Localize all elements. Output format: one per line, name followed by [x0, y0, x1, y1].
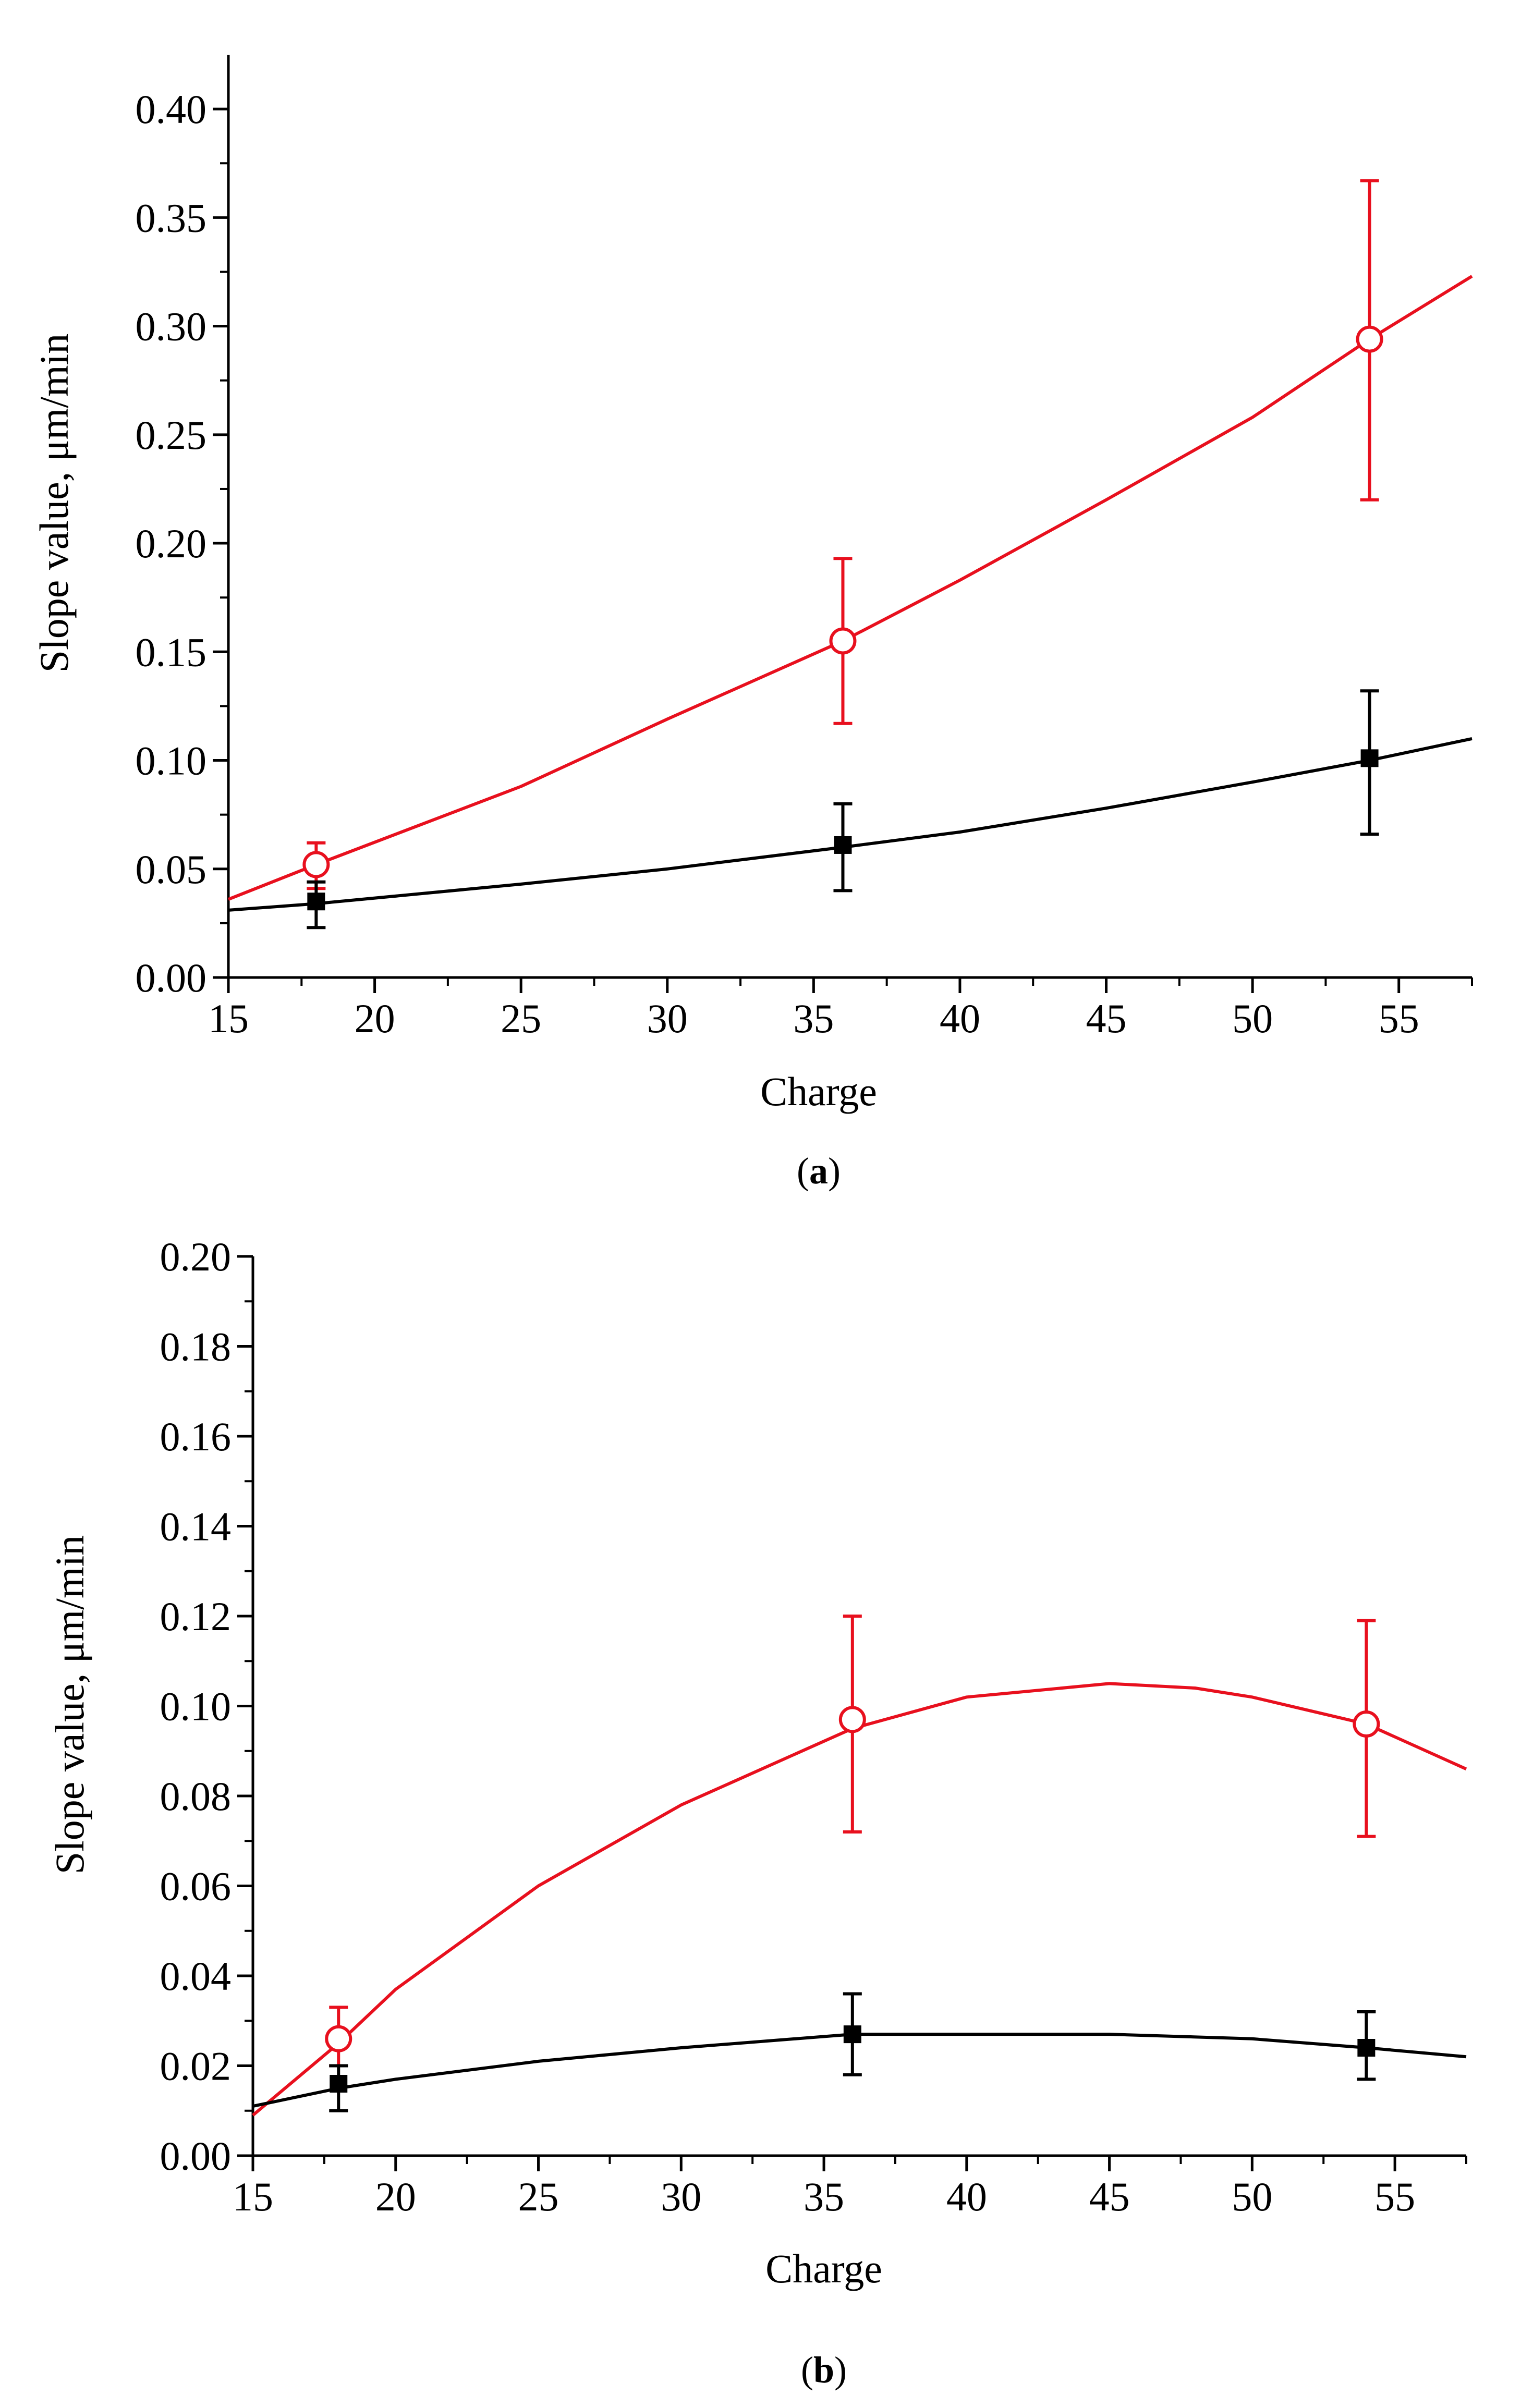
x-tick-label: 25: [518, 2174, 559, 2219]
y-tick-label: 0.20: [136, 521, 207, 566]
series-points: [302, 179, 1383, 890]
y-tick-label: 0.15: [136, 629, 207, 675]
x-tick-label: 15: [208, 996, 249, 1041]
figure-caption: (a): [797, 1150, 841, 1192]
data-point-circle: [1353, 1710, 1380, 1738]
y-tick-label: 0.14: [160, 1504, 232, 1549]
y-tick-label: 0.10: [160, 1684, 232, 1729]
x-tick-label: 20: [355, 996, 395, 1041]
fit-line: [227, 275, 1473, 901]
caption-letter: a: [809, 1150, 828, 1192]
data-point-square: [1357, 2039, 1376, 2057]
y-tick-label: 0.40: [136, 87, 207, 132]
x-tick-label: 55: [1374, 2174, 1415, 2219]
x-tick-label: 20: [375, 2174, 416, 2219]
y-tick-label: 0.30: [136, 304, 207, 349]
x-tick-label: 35: [793, 996, 834, 1041]
y-tick-label: 0.10: [136, 738, 207, 784]
series-points: [307, 689, 1379, 930]
y-tick-label: 0.35: [136, 195, 207, 240]
data-point-square: [307, 893, 325, 911]
fit-line: [228, 737, 1473, 912]
y-tick-label: 0.05: [136, 847, 207, 892]
x-tick-label: 15: [233, 2174, 273, 2219]
y-tick-label: 0.18: [160, 1324, 232, 1370]
y-axis-title: Slope value, μm/min: [31, 334, 77, 673]
y-axis-title: Slope value, μm/min: [47, 1535, 92, 1875]
data-point-circle: [829, 627, 857, 655]
y-tick-label: 0.00: [136, 955, 207, 1000]
chart-b: 15 20 25 30 35 40 45 50 55 0.00 0.02 0.04 0.06 0.08 0.…: [47, 1234, 1467, 2391]
y-tick-label: 0.00: [160, 2133, 232, 2179]
x-tick-label: 35: [804, 2174, 844, 2219]
data-point-circle: [302, 851, 330, 878]
series-open-circle: [252, 1682, 1467, 2117]
x-axis-title: Charge: [765, 2246, 882, 2291]
x-tick-label: 30: [647, 996, 688, 1041]
caption-letter: b: [813, 2349, 834, 2391]
x-tick-label: 50: [1232, 996, 1273, 1041]
series-points: [325, 1615, 1380, 2068]
data-point-circle: [838, 1706, 866, 1733]
y-tick-label: 0.04: [160, 1953, 232, 1999]
data-point-square: [1360, 749, 1379, 767]
chart-a: 15 20 25 30 35 40 45 50 55 0.00 0.05 0.10 0.15 0.20 0.…: [31, 55, 1473, 1192]
figure-caption: (b): [801, 2349, 847, 2391]
y-tick-label: 0.16: [160, 1414, 232, 1459]
y-tick-label: 0.20: [160, 1234, 232, 1279]
y-tick-label: 0.02: [160, 2044, 232, 2089]
data-point-circle: [325, 2025, 352, 2052]
data-point-square: [330, 2075, 348, 2093]
fit-line: [252, 2033, 1467, 2108]
x-tick-label: 45: [1086, 996, 1127, 1041]
x-tick-label: 25: [501, 996, 541, 1041]
x-tick-label: 55: [1379, 996, 1419, 1041]
y-tick-label: 0.12: [160, 1594, 232, 1639]
series-filled-square: [228, 737, 1473, 912]
x-tick-label: 30: [661, 2174, 701, 2219]
data-point-circle: [1356, 325, 1383, 353]
data-point-square: [843, 2025, 861, 2044]
x-tick-label: 50: [1232, 2174, 1272, 2219]
y-tick-label: 0.08: [160, 1774, 232, 1819]
series-filled-square: [252, 2033, 1467, 2108]
series-open-circle: [227, 275, 1473, 901]
x-axis-title: Charge: [760, 1069, 877, 1114]
x-tick-label: 45: [1089, 2174, 1130, 2219]
fit-line: [252, 1682, 1467, 2117]
y-tick-label: 0.06: [160, 1864, 232, 1909]
series-points: [329, 1992, 1376, 2112]
y-tick-label: 0.25: [136, 412, 207, 458]
data-point-square: [834, 836, 852, 854]
x-tick-label: 40: [940, 996, 980, 1041]
x-tick-label: 40: [946, 2174, 987, 2219]
